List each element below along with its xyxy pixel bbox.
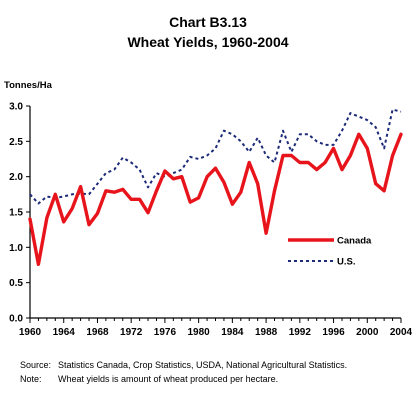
legend-label: U.S.	[337, 257, 355, 268]
y-tick-label: 0.5	[9, 278, 23, 289]
y-tick-label: 3.0	[9, 102, 23, 113]
source-note: Source: Statistics Canada, Crop Statistic…	[20, 360, 347, 370]
x-tick-label: 1984	[221, 327, 244, 338]
x-tick-label: 1972	[120, 327, 143, 338]
y-tick-label: 1.0	[9, 243, 23, 254]
series-line-us	[29, 108, 402, 205]
x-tick-label: 1996	[322, 327, 345, 338]
chart-lines	[28, 108, 403, 266]
note: Note: Wheat yields is amount of wheat pro…	[20, 374, 278, 384]
x-tick-label: 1960	[19, 327, 42, 338]
x-tick-label: 1968	[86, 327, 109, 338]
x-tick-label: 1992	[289, 327, 312, 338]
series-line-canada	[28, 132, 403, 266]
source-text: Statistics Canada, Crop Statistics, USDA…	[58, 360, 348, 370]
x-tick-label: 1964	[53, 327, 76, 338]
chart-subtitle: Wheat Yields, 1960-2004	[127, 34, 289, 50]
x-tick-label: 2004	[390, 327, 413, 338]
chart-title: Chart B3.13	[169, 14, 247, 30]
y-tick-label: 2.0	[9, 172, 23, 183]
note-label: Note:	[20, 374, 42, 384]
x-tick-label: 1988	[255, 327, 278, 338]
chart-legend: Canada U.S.	[288, 236, 372, 268]
y-tick-label: 2.5	[9, 137, 23, 148]
x-tick-label: 1976	[154, 327, 177, 338]
y-tick-label: 1.5	[9, 208, 23, 219]
legend-label: Canada	[337, 236, 372, 247]
y-axis-label: Tonnes/Ha	[4, 80, 52, 91]
chart-axes: 0.0 0.5 1.0 1.5 2.0 2.5 3.0 1960 1964 1968 1972 197…	[9, 102, 412, 339]
source-label: Source:	[20, 360, 52, 370]
x-tick-label: 1980	[188, 327, 211, 338]
y-tick-label: 0.0	[9, 314, 23, 325]
note-text: Wheat yields is amount of wheat produced…	[58, 374, 279, 384]
x-tick-label: 2000	[356, 327, 379, 338]
